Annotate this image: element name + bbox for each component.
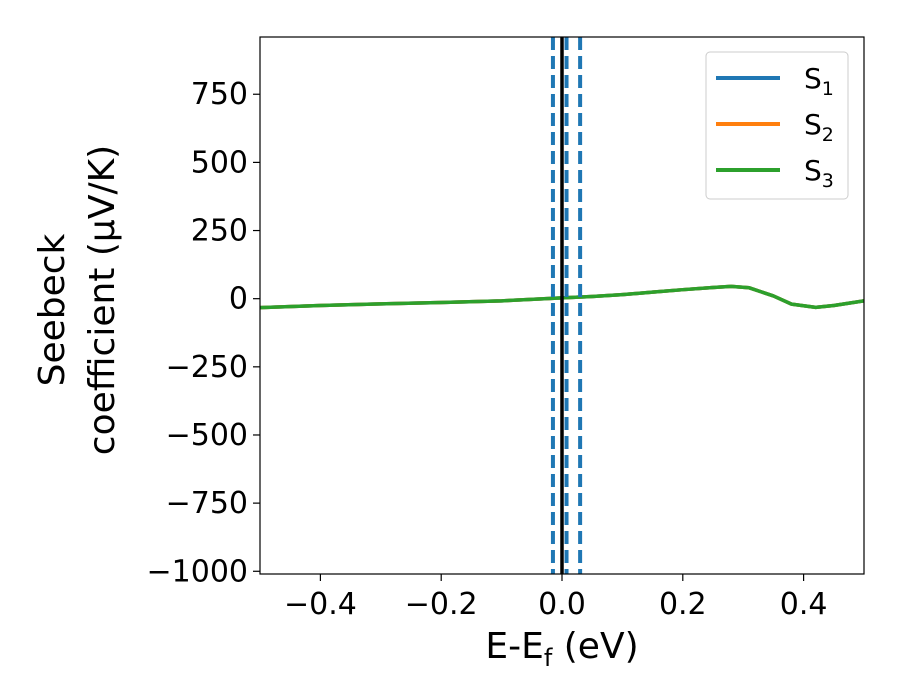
y-axis-title-line1: Seebeck xyxy=(32,233,73,386)
x-tick-label: 0.4 xyxy=(780,587,828,622)
y-axis-ticks: 750 500 250 0 −250 −500 −750 −1000 xyxy=(147,77,260,589)
legend-label-1: S1 xyxy=(804,62,834,100)
y-axis-title-line2: coefficient (μV/K) xyxy=(82,145,123,455)
x-axis-ticks: −0.4 −0.2 0.0 0.2 0.4 xyxy=(284,574,827,622)
plot-content xyxy=(260,37,864,574)
y-tick-label: −500 xyxy=(166,418,248,453)
x-axis-title-sub: f xyxy=(544,644,553,672)
y-tick-label: −250 xyxy=(166,350,248,385)
legend-label-2: S2 xyxy=(804,108,834,146)
y-tick-label: 500 xyxy=(191,145,248,180)
x-tick-label: 0.0 xyxy=(538,587,586,622)
x-axis-title-unit: (eV) xyxy=(552,626,638,667)
series-line-3 xyxy=(260,284,864,310)
y-tick-label: 750 xyxy=(191,77,248,112)
legend-label-3: S3 xyxy=(804,154,834,192)
x-axis-title: E-Ef (eV) xyxy=(485,626,638,672)
x-tick-label: 0.2 xyxy=(659,587,707,622)
x-tick-label: −0.4 xyxy=(284,587,357,622)
y-tick-label: 0 xyxy=(229,282,248,317)
legend: S1 S2 S3 xyxy=(705,51,849,200)
y-tick-label: −1000 xyxy=(147,554,248,589)
x-axis-title-main: E-E xyxy=(485,626,543,667)
y-tick-label: 250 xyxy=(191,214,248,249)
y-tick-label: −750 xyxy=(166,486,248,521)
x-tick-label: −0.2 xyxy=(405,587,478,622)
